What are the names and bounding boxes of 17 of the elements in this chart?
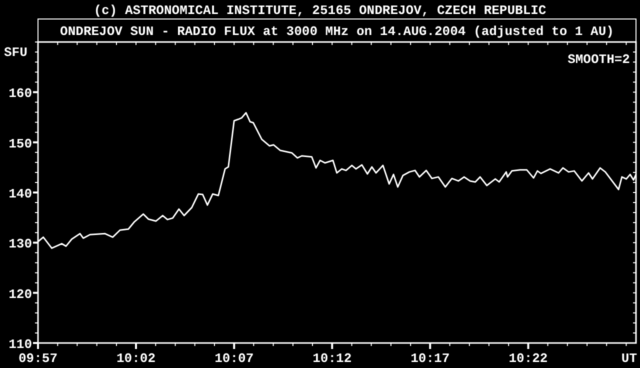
y-tick-label: 150 [8,136,32,152]
y-tick-label: 110 [8,337,32,352]
x-tick-label: 10:12 [312,351,352,366]
y-tick-label: 160 [8,86,32,102]
text: (c) ASTRONOMICAL INSTITUTE, 25165 ONDREJOV, CZECH REPUBLIC [94,3,546,18]
annotation: SMOOTH=2 [568,52,630,67]
x-tick-label: 10:02 [116,351,156,366]
x-tick-label: 10:07 [214,351,254,366]
y-tick-label: 130 [8,236,32,252]
y-tick-label: 140 [8,186,32,202]
chart-title: ONDREJOV SUN - RADIO FLUX at 3000 MHz on 14.AUG.2004 (adjusted to 1 AU) [60,24,614,39]
x-tick-label: 09:57 [18,351,58,366]
y-tick-label: 120 [8,286,32,302]
y-axis-title: SFU [4,45,28,60]
x-axis-title: UT [621,351,638,366]
x-tick-label: 10:22 [508,351,548,366]
x-tick-label: 10:17 [410,351,450,366]
